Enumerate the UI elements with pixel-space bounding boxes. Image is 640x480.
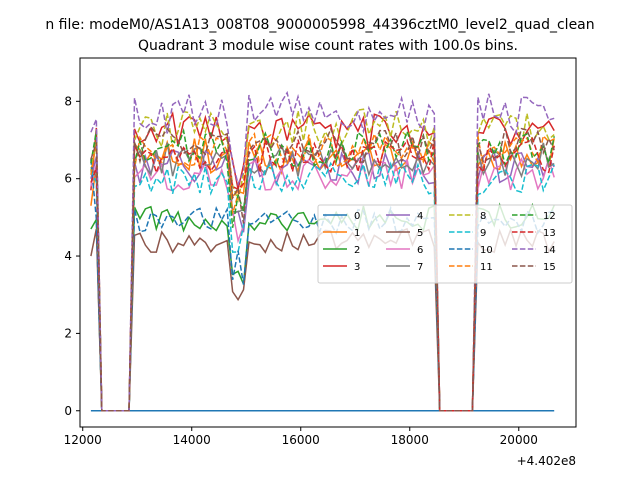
x-tick-label: 14000 — [173, 433, 211, 447]
legend-label-15: 15 — [543, 262, 556, 273]
legend-label-12: 12 — [543, 211, 556, 222]
y-tick-label: 0 — [64, 404, 72, 418]
legend-label-11: 11 — [480, 262, 493, 273]
legend-label-6: 6 — [417, 245, 423, 256]
legend-label-3: 3 — [354, 262, 360, 273]
y-tick-label: 2 — [64, 326, 72, 340]
x-axis: 12000 14000 16000 18000 20000 — [64, 427, 538, 447]
y-tick-label: 4 — [64, 249, 72, 263]
legend-label-8: 8 — [480, 211, 486, 222]
legend-label-1: 1 — [354, 228, 360, 239]
legend-label-5: 5 — [417, 228, 423, 239]
legend-label-14: 14 — [543, 245, 556, 256]
x-offset-label: +4.402e8 — [517, 454, 576, 468]
legend-label-9: 9 — [480, 228, 486, 239]
legend-box — [317, 204, 573, 284]
chart-suptitle: n file: modeM0/AS1A13_008T08_9000005998_… — [45, 17, 594, 33]
y-tick-label: 8 — [64, 94, 72, 108]
x-tick-label: 12000 — [64, 433, 102, 447]
legend-label-0: 0 — [354, 211, 360, 222]
legend-label-4: 4 — [417, 211, 423, 222]
series-line-6 — [90, 156, 555, 412]
x-tick-label: 16000 — [282, 433, 320, 447]
series-line-9 — [90, 161, 555, 412]
legend-label-10: 10 — [480, 245, 493, 256]
y-tick-label: 6 — [64, 172, 72, 186]
x-tick-label: 20000 — [500, 433, 538, 447]
series-line-10 — [90, 159, 555, 412]
legend-label-2: 2 — [354, 245, 360, 256]
axes-frame — [79, 57, 577, 428]
legend-label-7: 7 — [417, 262, 423, 273]
y-axis: 0 2 4 6 8 — [64, 94, 80, 418]
chart-title: Quadrant 3 module wise count rates with … — [138, 38, 518, 54]
x-tick-label: 18000 — [391, 433, 429, 447]
legend-label-13: 13 — [543, 228, 556, 239]
series-line-15 — [90, 125, 555, 412]
